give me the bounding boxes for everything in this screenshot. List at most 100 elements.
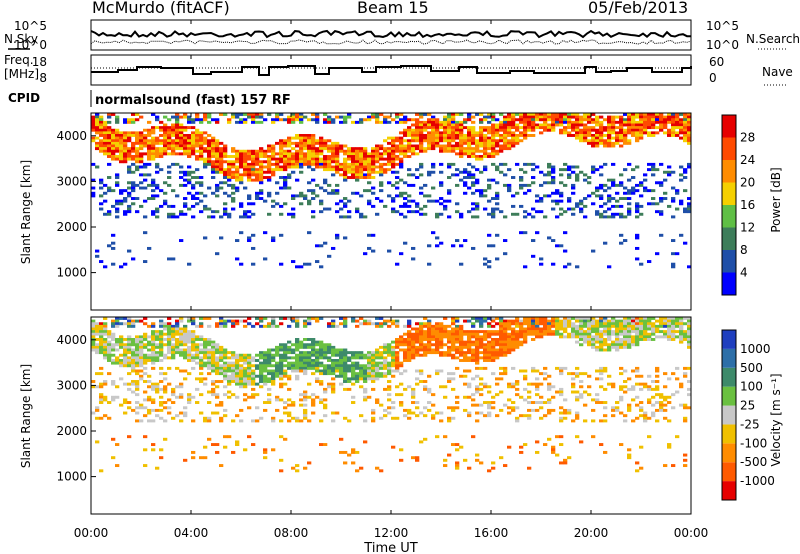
heatmap-cell (343, 361, 348, 365)
heatmap-cell (415, 353, 420, 357)
heatmap-cell (295, 141, 300, 145)
heatmap-cell (519, 335, 524, 339)
heatmap-cell (343, 152, 348, 156)
heatmap-cell (363, 118, 368, 122)
heatmap-cell (435, 324, 440, 328)
heatmap-cell (507, 332, 512, 336)
heatmap-cell (295, 343, 300, 347)
heatmap-cell (347, 210, 352, 214)
heatmap-cell (663, 126, 668, 130)
heatmap-cell (471, 332, 476, 336)
heatmap-cell (419, 207, 424, 211)
heatmap-cell (463, 458, 468, 462)
heatmap-cell (551, 207, 556, 211)
heatmap-cell (579, 317, 584, 320)
heatmap-cell (439, 343, 444, 347)
heatmap-cell (107, 401, 112, 404)
heatmap-cell (323, 369, 328, 373)
heatmap-cell (603, 330, 608, 334)
heatmap-cell (571, 207, 576, 211)
heatmap-cell (447, 191, 452, 195)
heatmap-cell (183, 170, 188, 174)
heatmap-cell (111, 149, 116, 153)
heatmap-cell (267, 194, 272, 198)
heatmap-cell (187, 395, 192, 399)
heatmap-cell (343, 372, 348, 376)
heatmap-cell (355, 380, 360, 383)
heatmap-cell (327, 147, 332, 151)
heatmap-cell (287, 141, 292, 145)
heatmap-cell (419, 324, 424, 328)
heatmap-cell (303, 160, 308, 164)
heatmap-cell (583, 403, 588, 407)
heatmap-cell (571, 212, 576, 216)
heatmap-cell (159, 319, 164, 323)
heatmap-cell (291, 351, 296, 355)
heatmap-cell (311, 343, 316, 347)
heatmap-cell (543, 443, 548, 447)
heatmap-cell (143, 448, 148, 452)
heatmap-cell (147, 139, 152, 143)
heatmap-cell (623, 141, 628, 145)
heatmap-cell (339, 149, 344, 153)
heatmap-cell (283, 348, 288, 352)
heatmap-cell (123, 398, 128, 402)
heatmap-cell (155, 165, 160, 169)
heatmap-cell (603, 332, 608, 336)
heatmap-cell (199, 343, 204, 347)
nave-label: Nave (762, 65, 793, 79)
heatmap-cell (439, 162, 444, 166)
heatmap-cell (591, 435, 596, 439)
heatmap-cell (131, 134, 136, 137)
heatmap-cell (339, 351, 344, 355)
heatmap-cell (247, 113, 252, 116)
heatmap-cell (387, 141, 392, 145)
heatmap-cell (579, 202, 584, 206)
heatmap-cell (191, 330, 196, 334)
heatmap-cell (407, 141, 412, 145)
heatmap-cell (583, 324, 588, 328)
heatmap-cell (455, 113, 460, 116)
heatmap-cell (479, 157, 484, 161)
heatmap-cell (183, 173, 188, 177)
heatmap-cell (435, 338, 440, 341)
heatmap-cell (175, 345, 180, 349)
heatmap-cell (443, 335, 448, 339)
heatmap-cell (427, 408, 432, 412)
heatmap-cell (527, 395, 532, 399)
heatmap-cell (291, 356, 296, 360)
heatmap-cell (483, 319, 488, 323)
heatmap-cell (167, 165, 172, 169)
heatmap-cell (559, 207, 564, 211)
heatmap-cell (339, 317, 344, 320)
heatmap-cell (627, 319, 632, 323)
heatmap-cell (415, 139, 420, 143)
heatmap-cell (539, 382, 544, 386)
heatmap-cell (407, 348, 412, 352)
heatmap-cell (539, 372, 544, 376)
heatmap-cell (619, 330, 624, 334)
date-title: 05/Feb/2013 (588, 0, 689, 17)
heatmap-cell (411, 144, 416, 148)
heatmap-cell (531, 324, 536, 328)
heatmap-cell (427, 173, 432, 177)
heatmap-cell (195, 157, 200, 161)
heatmap-cell (123, 160, 128, 164)
heatmap-cell (507, 324, 512, 328)
heatmap-cell (635, 139, 640, 143)
heatmap-cell (619, 131, 624, 135)
heatmap-cell (307, 202, 312, 206)
heatmap-cell (271, 157, 276, 161)
heatmap-cell (427, 319, 432, 323)
heatmap-cell (555, 319, 560, 323)
heatmap-cell (647, 322, 652, 326)
heatmap-cell (631, 120, 636, 124)
heatmap-cell (371, 364, 376, 368)
heatmap-cell (159, 456, 164, 460)
heatmap-cell (423, 317, 428, 320)
heatmap-cell (255, 178, 260, 182)
heatmap-cell (379, 469, 384, 473)
heatmap-cell (211, 351, 216, 355)
heatmap-cell (403, 155, 408, 158)
heatmap-cell (327, 118, 332, 122)
